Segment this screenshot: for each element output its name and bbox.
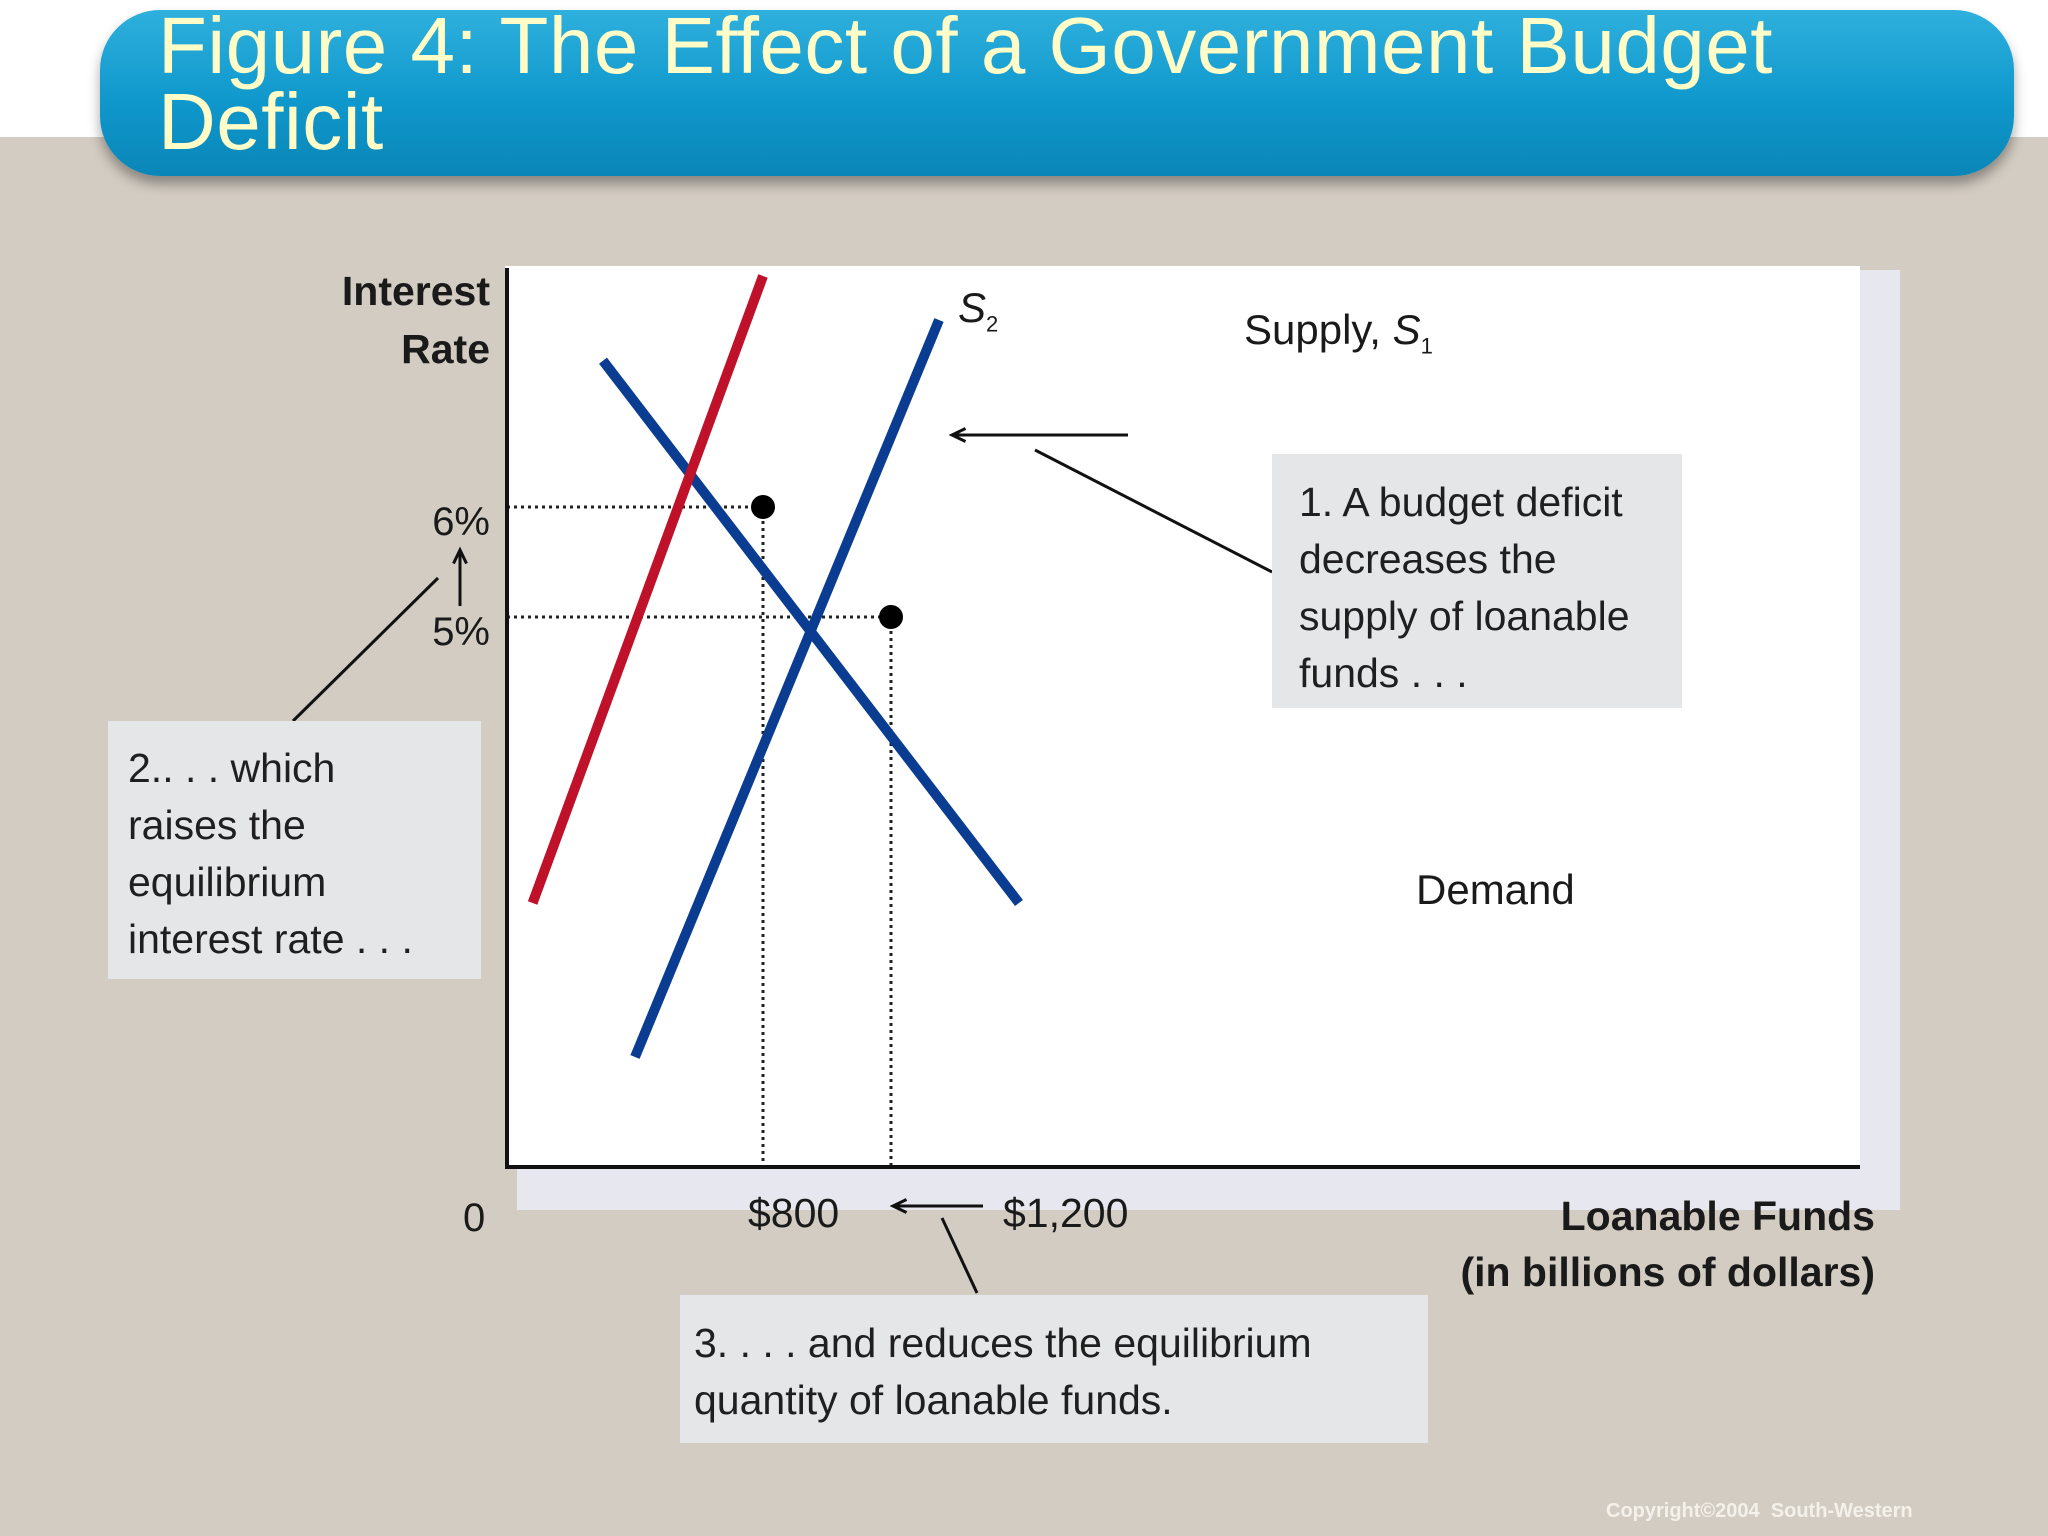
demand-label: Demand <box>1416 866 1575 913</box>
supply-s1-label: Supply, S1 <box>1244 306 1433 359</box>
annotation-raises-line2: raises the <box>128 802 306 848</box>
annotation-raises-line3: equilibrium <box>128 859 327 905</box>
s1-label-var: S <box>1392 306 1421 353</box>
annotation-deficit-line3: supply of loanable <box>1299 593 1630 639</box>
s2-label-sub: 2 <box>986 311 999 337</box>
annotation-deficit-line2: decreases the <box>1299 536 1557 582</box>
x-axis-label-line2: (in billions of dollars) <box>1460 1249 1875 1295</box>
supply-s2-curve <box>527 274 768 905</box>
annotation-deficit-line1: 1. A budget deficit <box>1299 479 1623 525</box>
y-axis-label-line1: Interest <box>341 268 490 314</box>
equilibrium-point-0 <box>751 495 775 519</box>
y-tick-label-6pct: 6% <box>432 500 490 544</box>
y-axis-label-line2: Rate <box>401 326 490 372</box>
x-axis-label: Loanable Funds (in billions of dollars) <box>1380 1188 1875 1300</box>
x-tick-label-800: $800 <box>748 1190 840 1236</box>
x-tick-label-1200: $1,200 <box>1003 1190 1129 1236</box>
quantity-shift-arrow-head <box>889 1198 908 1214</box>
annotation-reduces-line2: quantity of loanable funds. <box>694 1377 1173 1423</box>
equilibrium-point-1 <box>879 605 903 629</box>
supply-shift-arrow-head <box>948 427 967 443</box>
origin-label: 0 <box>463 1196 486 1240</box>
slide-title: Figure 4: The Effect of a Government Bud… <box>158 1 1774 166</box>
annotation-raises-line1: 2.. . . which <box>128 745 336 791</box>
y-axis-label: Interest Rate <box>300 262 490 378</box>
annotation-deficit-line4: funds . . . <box>1299 650 1468 696</box>
y-tick-label-5pct: 5% <box>432 610 490 654</box>
annotation-reduces: 3. . . . and reduces the equilibrium qua… <box>680 1295 1428 1443</box>
annotation-deficit: 1. A budget deficit decreases the supply… <box>1272 454 1682 708</box>
annotation-raises: 2.. . . which raises the equilibrium int… <box>108 721 481 979</box>
supply-label-main: Supply, <box>1244 306 1393 353</box>
leader-line-raises <box>291 576 440 723</box>
annotation-reduces-line1: 3. . . . and reduces the equilibrium <box>694 1320 1312 1366</box>
leader-line-deficit <box>1034 448 1273 574</box>
annotation-raises-line4: interest rate . . . <box>128 916 413 962</box>
s2-label: S2 <box>958 284 998 337</box>
s1-label-sub: 1 <box>1420 333 1433 359</box>
plot-area <box>505 266 1860 1168</box>
copyright-notice: Copyright©2004 South-Western <box>1606 1500 1913 1522</box>
title-banner <box>100 10 2014 176</box>
supply-s1-curve <box>630 318 944 1059</box>
rate-shift-arrow-head <box>452 546 468 565</box>
x-axis-label-line1: Loanable Funds <box>1560 1193 1875 1239</box>
leader-line-reduces <box>940 1217 979 1294</box>
s2-label-var: S <box>958 284 987 331</box>
